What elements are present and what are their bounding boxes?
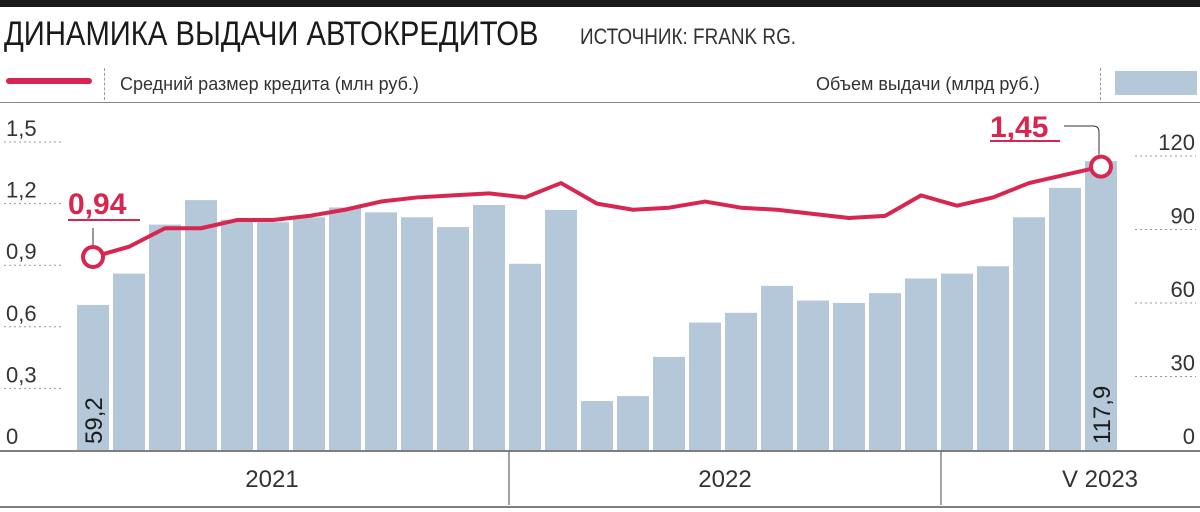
left-axis-tick-label: 1,2 (6, 178, 37, 203)
volume-bar (833, 303, 865, 450)
legend-rule (0, 102, 1200, 103)
left-axis-tick-label: 0,9 (6, 239, 37, 264)
volume-bar (365, 212, 397, 450)
legend-line-label: Средний размер кредита (млн руб.) (120, 74, 419, 94)
top-border (0, 0, 1200, 7)
volume-bar (689, 322, 721, 450)
first-point-marker (81, 244, 105, 269)
volume-bar (185, 200, 217, 450)
volume-bar (869, 293, 901, 450)
year-label-2022: 2022 (698, 466, 752, 493)
left-axis-tick-label: 0,3 (6, 362, 37, 387)
volume-bar (329, 207, 361, 450)
left-axis-tick-label: 1,5 (6, 116, 37, 141)
volume-bar (761, 285, 793, 450)
volume-bar (797, 300, 829, 450)
volume-bar (149, 224, 181, 450)
year-label-2023: V 2023 (1061, 466, 1139, 493)
volume-bar (473, 205, 505, 450)
volume-bar (401, 217, 433, 450)
legend-divider-right (1100, 68, 1101, 100)
volume-bar (581, 401, 613, 450)
legend-bar-label: Объем выдачи (млрд руб.) (816, 74, 1040, 94)
volume-bar (977, 266, 1009, 450)
volume-bar (941, 273, 973, 450)
right-axis-tick-label: 30 (1171, 351, 1195, 376)
volume-bar (77, 304, 109, 450)
right-axis-tick-label: 120 (1158, 130, 1195, 155)
year-label-2021: 2021 (245, 466, 299, 493)
volume-bar (725, 312, 757, 450)
volume-bar (905, 278, 937, 450)
first-bar-value-label: 59,2 (81, 397, 108, 444)
right-axis-tick-label: 0 (1183, 424, 1195, 449)
last-bar-value-label: 117,9 (1089, 386, 1116, 444)
volume-bar (509, 263, 541, 450)
legend-line-swatch (6, 78, 92, 84)
last-point-marker (1089, 154, 1113, 179)
volume-bar (437, 227, 469, 450)
volume-bar (653, 356, 685, 450)
volume-bar (293, 217, 325, 450)
volume-bar (1013, 217, 1045, 450)
right-axis-tick-label: 60 (1171, 277, 1195, 302)
volume-bar (113, 273, 145, 450)
volume-bar (545, 209, 577, 450)
volume-bar (257, 222, 289, 450)
avg-loan-line (92, 164, 1102, 259)
legend-bar-swatch (1115, 71, 1197, 95)
chart-title: ДИНАМИКА ВЫДАЧИ АВТОКРЕДИТОВ (4, 15, 539, 53)
volume-bar (1049, 187, 1081, 450)
left-axis-tick-label: 0 (6, 424, 18, 449)
chart-source: ИСТОЧНИК: FRANK RG. (580, 24, 797, 49)
last-line-value-label: 1,45 (990, 111, 1048, 144)
last-point-leader (1064, 125, 1100, 155)
first-line-value-label: 0,94 (68, 188, 127, 221)
volume-bar (221, 219, 253, 450)
legend-divider (104, 68, 105, 100)
left-axis-tick-label: 0,6 (6, 301, 37, 326)
volume-bar (1085, 161, 1117, 450)
volume-bar (617, 396, 649, 450)
right-axis-tick-label: 90 (1171, 204, 1195, 229)
